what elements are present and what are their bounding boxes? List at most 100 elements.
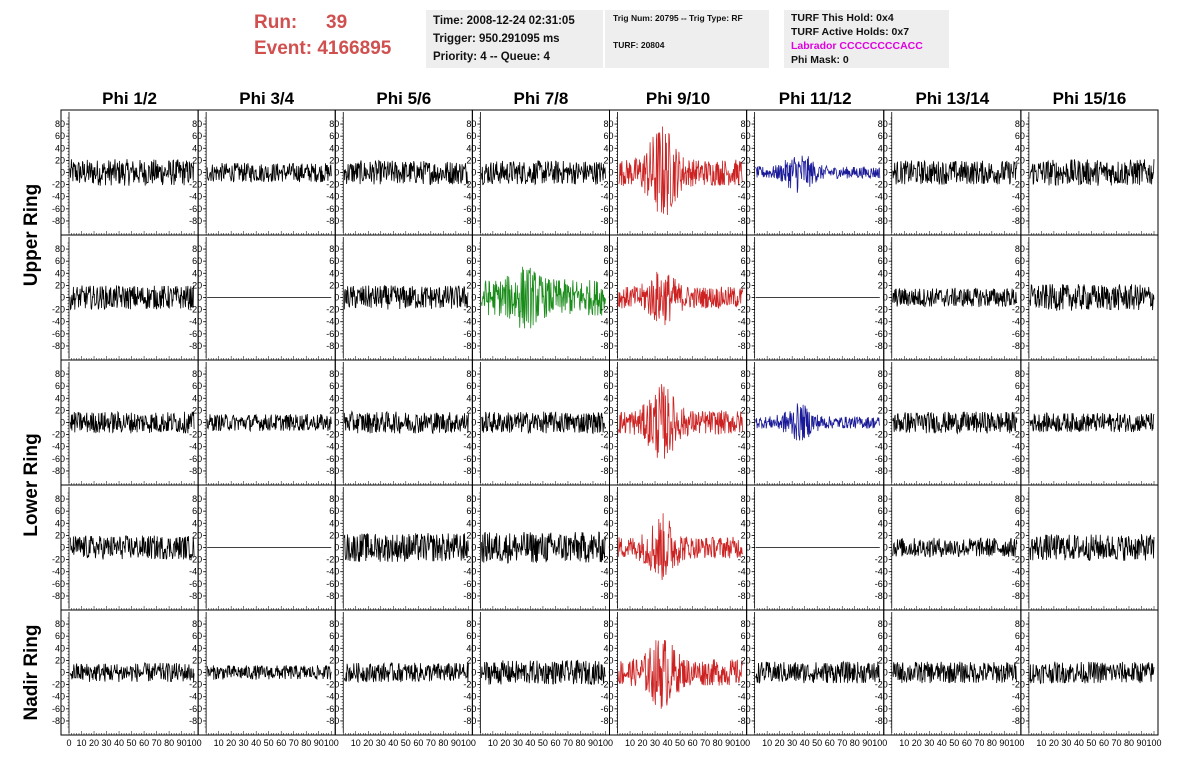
- y-tick-label: 60: [603, 381, 613, 391]
- y-tick-label: -40: [52, 317, 65, 327]
- y-tick-label: -80: [1012, 216, 1025, 226]
- y-tick-label: 80: [55, 369, 65, 379]
- y-tick-label: 0: [197, 293, 202, 303]
- event-value: 4166895: [317, 38, 392, 59]
- y-tick-label: -40: [463, 192, 476, 202]
- y-tick-label: 20: [1015, 405, 1025, 415]
- y-tick-label: -40: [463, 692, 476, 702]
- y-tick-label: -20: [52, 680, 65, 690]
- x-tick-label: 40: [663, 738, 673, 748]
- y-tick-label: 40: [741, 518, 751, 528]
- y-tick-label: 40: [466, 143, 476, 153]
- waveform-trace: [1029, 283, 1155, 311]
- x-tick-label: 40: [1074, 738, 1084, 748]
- y-tick-label: 80: [603, 619, 613, 629]
- y-tick-label: -40: [600, 192, 613, 202]
- y-tick-label: -40: [463, 442, 476, 452]
- y-tick-label: 40: [741, 393, 751, 403]
- y-tick-label: -80: [738, 216, 751, 226]
- y-tick-label: 40: [878, 143, 888, 153]
- x-tick-label: 90: [177, 738, 187, 748]
- x-tick-label: 70: [837, 738, 847, 748]
- y-tick-label: 0: [608, 418, 613, 428]
- y-tick-label: -80: [189, 466, 202, 476]
- x-tick-label: 30: [924, 738, 934, 748]
- y-tick-label: 40: [1015, 518, 1025, 528]
- y-tick-label: 20: [466, 405, 476, 415]
- y-tick-label: 60: [603, 131, 613, 141]
- y-tick-label: 80: [466, 619, 476, 629]
- run-label: Run:: [254, 12, 298, 33]
- x-tick-label: 90: [725, 738, 735, 748]
- y-tick-label: 40: [603, 268, 613, 278]
- y-tick-label: -80: [52, 716, 65, 726]
- y-tick-label: 40: [878, 268, 888, 278]
- y-tick-label: -40: [189, 567, 202, 577]
- x-tick-label: 10: [488, 738, 498, 748]
- x-tick-label: 20: [775, 738, 785, 748]
- y-tick-label: -40: [326, 567, 339, 577]
- y-tick-label: 80: [55, 244, 65, 254]
- column-title: Phi 3/4: [239, 89, 294, 108]
- x-tick-label: 10: [351, 738, 361, 748]
- y-tick-label: 60: [603, 256, 613, 266]
- y-tick-label: 80: [329, 119, 339, 129]
- y-tick-label: 0: [60, 668, 65, 678]
- waveform-trace: [481, 531, 606, 564]
- waveform-trace: [1029, 661, 1155, 685]
- y-tick-label: 60: [466, 131, 476, 141]
- x-tick-label: 50: [1086, 738, 1096, 748]
- x-tick-label: 20: [363, 738, 373, 748]
- y-tick-label: 0: [883, 418, 888, 428]
- y-tick-label: -20: [326, 555, 339, 565]
- y-tick-label: 80: [603, 119, 613, 129]
- y-tick-label: 0: [1020, 668, 1025, 678]
- y-tick-label: -80: [52, 591, 65, 601]
- x-tick-label: 100: [872, 738, 887, 748]
- y-tick-label: -60: [738, 204, 751, 214]
- y-tick-label: -40: [875, 692, 888, 702]
- y-tick-label: 60: [55, 256, 65, 266]
- y-tick-label: -20: [738, 305, 751, 315]
- y-tick-label: 0: [471, 168, 476, 178]
- y-tick-label: 20: [55, 155, 65, 165]
- x-tick-label: 60: [825, 738, 835, 748]
- y-tick-label: 60: [878, 381, 888, 391]
- y-tick-label: -60: [738, 329, 751, 339]
- y-tick-label: -80: [875, 591, 888, 601]
- x-tick-label: 50: [675, 738, 685, 748]
- y-tick-label: 80: [329, 244, 339, 254]
- y-tick-label: 80: [192, 369, 202, 379]
- y-tick-label: 80: [603, 494, 613, 504]
- x-tick-label: 90: [314, 738, 324, 748]
- y-tick-label: 0: [608, 543, 613, 553]
- ring-title: Upper Ring: [21, 184, 42, 286]
- y-tick-label: 80: [466, 119, 476, 129]
- y-tick-label: 0: [746, 293, 751, 303]
- y-tick-label: 80: [603, 369, 613, 379]
- y-tick-label: 40: [466, 393, 476, 403]
- y-tick-label: 40: [192, 143, 202, 153]
- y-tick-label: 0: [197, 668, 202, 678]
- y-tick-label: -60: [600, 204, 613, 214]
- y-tick-label: 20: [603, 155, 613, 165]
- y-tick-label: 40: [1015, 143, 1025, 153]
- y-tick-label: 0: [883, 168, 888, 178]
- y-tick-label: -80: [463, 341, 476, 351]
- column-title: Phi 5/6: [376, 89, 431, 108]
- y-tick-label: 40: [603, 643, 613, 653]
- labrador-text: Labrador CCCCCCCCACC: [791, 40, 923, 52]
- y-tick-label: -20: [875, 180, 888, 190]
- y-tick-label: -80: [738, 466, 751, 476]
- x-tick-label: 60: [688, 738, 698, 748]
- x-tick-label: 30: [1061, 738, 1071, 748]
- y-tick-label: 20: [466, 530, 476, 540]
- x-tick-label: 20: [638, 738, 648, 748]
- y-tick-label: 60: [55, 381, 65, 391]
- y-tick-label: -60: [738, 704, 751, 714]
- x-tick-label: 50: [949, 738, 959, 748]
- x-tick-label: 100: [324, 738, 339, 748]
- y-tick-label: -40: [52, 567, 65, 577]
- y-tick-label: 60: [466, 631, 476, 641]
- y-tick-label: 0: [1020, 418, 1025, 428]
